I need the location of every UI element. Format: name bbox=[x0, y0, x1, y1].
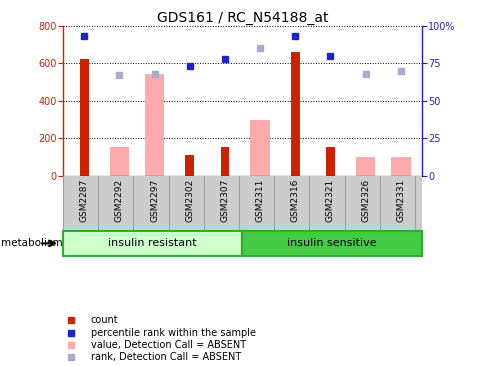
Text: percentile rank within the sample: percentile rank within the sample bbox=[91, 328, 255, 337]
Bar bbox=[355, 157, 375, 176]
Title: GDS161 / RC_N54188_at: GDS161 / RC_N54188_at bbox=[156, 11, 328, 25]
Text: GSM2287: GSM2287 bbox=[79, 179, 89, 222]
Bar bbox=[391, 157, 409, 176]
Text: value, Detection Call = ABSENT: value, Detection Call = ABSENT bbox=[91, 340, 245, 350]
Text: GSM2331: GSM2331 bbox=[395, 179, 405, 222]
Bar bbox=[63, 231, 242, 256]
Text: GSM2321: GSM2321 bbox=[325, 179, 334, 222]
Text: insulin sensitive: insulin sensitive bbox=[287, 238, 376, 249]
Text: count: count bbox=[91, 315, 118, 325]
Text: GSM2292: GSM2292 bbox=[115, 179, 123, 221]
Text: GSM2311: GSM2311 bbox=[255, 179, 264, 222]
Bar bbox=[325, 147, 334, 176]
Text: GSM2316: GSM2316 bbox=[290, 179, 299, 222]
Text: GSM2302: GSM2302 bbox=[185, 179, 194, 222]
Bar bbox=[242, 231, 421, 256]
Bar bbox=[80, 59, 89, 176]
Text: GSM2297: GSM2297 bbox=[150, 179, 159, 222]
Bar bbox=[290, 52, 299, 176]
Bar bbox=[220, 147, 229, 176]
Text: GSM2307: GSM2307 bbox=[220, 179, 229, 222]
Bar bbox=[185, 155, 194, 176]
Text: GSM2326: GSM2326 bbox=[361, 179, 369, 222]
Text: metabolism: metabolism bbox=[1, 238, 63, 249]
Bar bbox=[109, 147, 129, 176]
Text: insulin resistant: insulin resistant bbox=[108, 238, 197, 249]
Bar bbox=[145, 74, 164, 176]
Text: rank, Detection Call = ABSENT: rank, Detection Call = ABSENT bbox=[91, 352, 241, 362]
Bar bbox=[250, 120, 269, 176]
